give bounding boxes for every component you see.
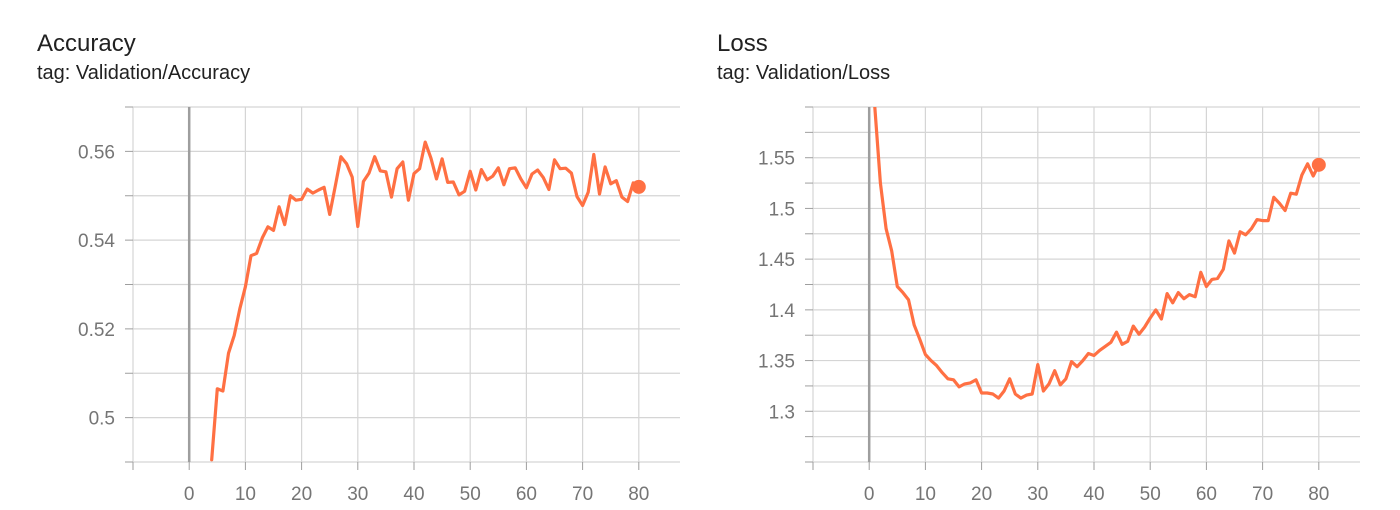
y-tick-label: 1.4 [769, 301, 796, 322]
y-tick-label: 0.56 [78, 142, 115, 163]
x-tick-label: 20 [971, 484, 992, 505]
x-tick-label: 40 [1083, 484, 1104, 505]
x-tick-label: 50 [460, 484, 481, 505]
y-tick-label: 1.45 [758, 250, 795, 271]
chart-subtitle: tag: Validation/Accuracy [37, 62, 251, 84]
x-tick-label: 30 [347, 484, 368, 505]
x-tick-label: 80 [628, 484, 649, 505]
y-tick-label: 0.52 [78, 320, 115, 341]
series-line [873, 107, 1321, 400]
accuracy-plot: 0 10 20 30 40 50 60 70 80 0.5 0.52 0.54 0.56 [78, 106, 680, 505]
y-tick-label: 1.5 [769, 199, 795, 220]
accuracy-panel: Accuracy tag: Validation/Accuracy 0 10 20 3… [0, 0, 680, 510]
y-tick-label: 1.3 [769, 402, 795, 423]
x-tick-label: 50 [1140, 484, 1161, 505]
x-tick-label: 30 [1027, 484, 1048, 505]
loss-plot: 0 10 20 30 40 50 60 70 80 1.3 1.35 1.4 1.45 1.5 1.55 [758, 106, 1360, 505]
x-tick-label: 0 [864, 484, 875, 505]
x-tick-label: 80 [1308, 484, 1329, 505]
x-tick-label: 70 [572, 484, 593, 505]
y-tick-label: 1.35 [758, 352, 795, 373]
series-last-point [1311, 157, 1326, 172]
x-tick-label: 40 [403, 484, 424, 505]
x-tick-label: 70 [1252, 484, 1273, 505]
x-tick-label: 20 [291, 484, 312, 505]
y-tick-label: 1.55 [758, 149, 795, 170]
x-tick-label: 10 [235, 484, 256, 505]
chart-subtitle: tag: Validation/Loss [717, 62, 891, 84]
loss-panel: Loss tag: Validation/Loss 0 10 20 30 40 50 60 7… [680, 0, 1360, 510]
x-tick-label: 0 [184, 484, 195, 505]
x-tick-label: 60 [516, 484, 537, 505]
chart-title: Accuracy [37, 30, 136, 57]
y-tick-label: 0.5 [89, 409, 115, 430]
series-last-point [631, 179, 646, 194]
x-tick-label: 60 [1196, 484, 1217, 505]
series-line [210, 140, 641, 462]
chart-title: Loss [717, 30, 768, 57]
x-tick-label: 10 [915, 484, 936, 505]
y-tick-label: 0.54 [78, 231, 115, 252]
